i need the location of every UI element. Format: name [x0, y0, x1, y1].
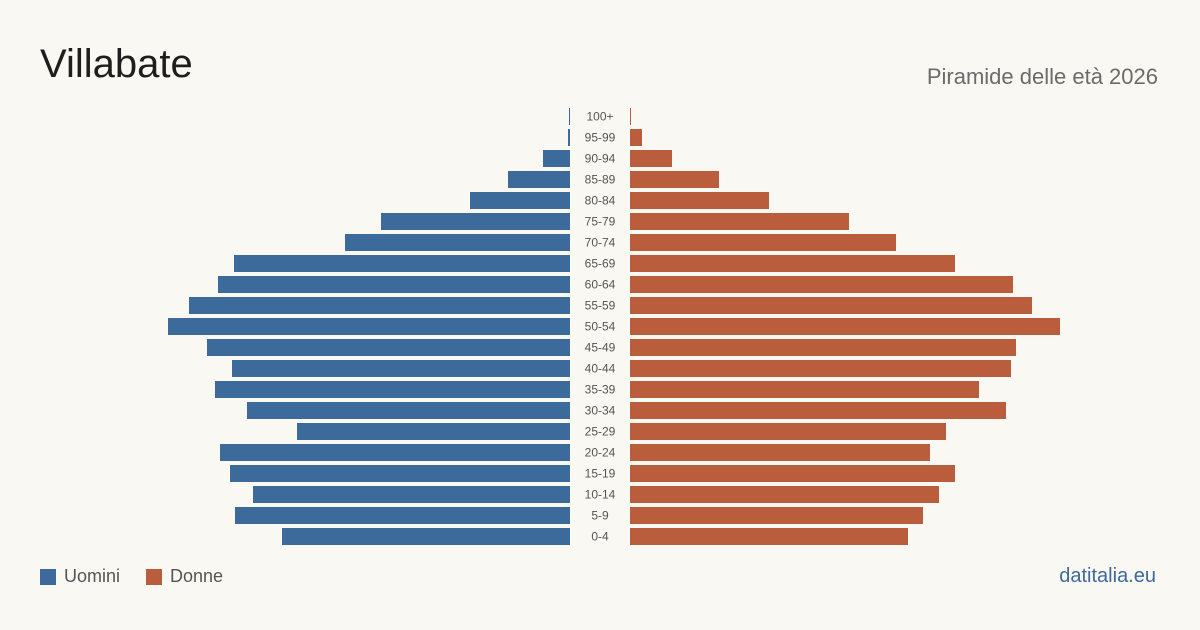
bar-men-75-79 — [381, 213, 570, 230]
bar-women-85-89 — [630, 171, 719, 188]
bar-women-0-4 — [630, 528, 908, 545]
bar-men-100+ — [569, 108, 570, 125]
bar-men-30-34 — [247, 402, 570, 419]
bar-men-25-29 — [297, 423, 570, 440]
bar-women-100+ — [630, 108, 631, 125]
source-link[interactable]: datitalia.eu — [1059, 565, 1156, 587]
age-group-label: 25-29 — [585, 425, 616, 439]
age-group-label: 0-4 — [591, 530, 609, 544]
bar-women-10-14 — [630, 486, 939, 503]
age-group-label: 85-89 — [585, 173, 616, 187]
age-group-label: 90-94 — [585, 152, 616, 166]
bar-women-40-44 — [630, 360, 1011, 377]
bar-women-60-64 — [630, 276, 1013, 293]
bar-women-70-74 — [630, 234, 896, 251]
bar-men-15-19 — [230, 465, 570, 482]
bar-men-60-64 — [218, 276, 570, 293]
page-title: Villabate — [40, 42, 193, 86]
bar-men-90-94 — [543, 150, 570, 167]
age-group-label: 40-44 — [585, 362, 616, 376]
bar-women-5-9 — [630, 507, 923, 524]
bar-women-20-24 — [630, 444, 930, 461]
bar-men-55-59 — [189, 297, 570, 314]
age-group-label: 20-24 — [585, 446, 616, 460]
age-group-label: 30-34 — [585, 404, 616, 418]
chart-subtitle: Piramide delle età 2026 — [926, 64, 1158, 89]
legend-label-men: Uomini — [64, 566, 121, 586]
bar-men-20-24 — [220, 444, 570, 461]
age-group-label: 55-59 — [585, 299, 616, 313]
age-group-label: 60-64 — [585, 278, 616, 292]
bar-men-70-74 — [345, 234, 570, 251]
bar-men-80-84 — [470, 192, 570, 209]
bar-men-50-54 — [168, 318, 570, 335]
age-group-label: 35-39 — [585, 383, 616, 397]
bar-women-30-34 — [630, 402, 1006, 419]
age-group-label: 70-74 — [585, 236, 616, 250]
bar-men-85-89 — [508, 171, 570, 188]
bar-women-50-54 — [630, 318, 1060, 335]
age-group-label: 75-79 — [585, 215, 616, 229]
age-group-label: 95-99 — [585, 131, 616, 145]
age-group-label: 10-14 — [585, 488, 616, 502]
bar-women-75-79 — [630, 213, 849, 230]
legend-swatch-women — [146, 568, 163, 585]
legend-item-women: Donne — [146, 566, 223, 587]
age-group-label: 50-54 — [585, 320, 616, 334]
legend-item-men: Uomini — [40, 566, 120, 587]
legend-swatch-men — [40, 568, 56, 585]
bar-men-45-49 — [207, 339, 570, 356]
chart-legend: Uomini Donne — [40, 566, 223, 587]
bar-women-35-39 — [630, 381, 979, 398]
bar-women-90-94 — [630, 150, 672, 167]
bar-men-0-4 — [282, 528, 570, 545]
bar-men-5-9 — [235, 507, 570, 524]
bar-men-35-39 — [215, 381, 570, 398]
age-group-label: 15-19 — [585, 467, 616, 481]
age-group-label: 100+ — [586, 110, 613, 124]
bar-women-80-84 — [630, 192, 769, 209]
bar-men-95-99 — [568, 129, 570, 146]
bar-men-40-44 — [232, 360, 570, 377]
legend-label-women: Donne — [170, 566, 224, 586]
bar-women-95-99 — [630, 129, 642, 146]
bar-women-55-59 — [630, 297, 1032, 314]
bar-women-15-19 — [630, 465, 955, 482]
age-group-label: 45-49 — [585, 341, 616, 355]
age-group-label: 80-84 — [585, 194, 616, 208]
age-group-label: 65-69 — [585, 257, 616, 271]
age-group-label: 5-9 — [591, 509, 609, 523]
bar-men-10-14 — [253, 486, 570, 503]
bar-women-45-49 — [630, 339, 1016, 356]
bar-women-25-29 — [630, 423, 946, 440]
bar-women-65-69 — [630, 255, 955, 272]
bar-men-65-69 — [234, 255, 570, 272]
